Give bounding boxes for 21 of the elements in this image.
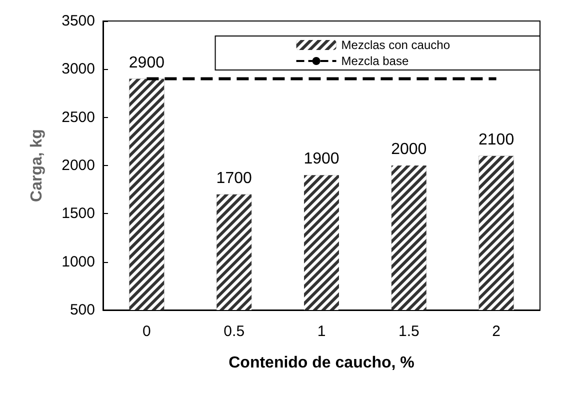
y-axis-title: Carga, kg — [28, 129, 46, 202]
x-tick-label: 0 — [142, 323, 151, 340]
y-tick-label: 1000 — [62, 253, 95, 270]
legend-label: Mezcla base — [341, 54, 409, 68]
y-tick-label: 3500 — [62, 12, 95, 30]
data-label: 1700 — [216, 170, 252, 187]
data-label: 2100 — [478, 131, 514, 148]
y-tick-label: 1500 — [62, 205, 95, 222]
x-tick-label: 0.5 — [224, 323, 245, 340]
x-tick-label: 2 — [492, 323, 500, 340]
y-tick-label: 3000 — [62, 60, 95, 78]
x-axis-title: Contenido de caucho, % — [228, 354, 414, 372]
x-tick-label: 1.5 — [398, 323, 420, 340]
y-tick-label: 2000 — [62, 157, 95, 174]
data-label: 1900 — [304, 150, 340, 168]
y-tick-label: 2500 — [62, 108, 95, 126]
x-tick-label: 1 — [317, 323, 326, 340]
legend-label: Mezclas con caucho — [341, 38, 450, 52]
data-label: 2000 — [391, 141, 427, 158]
data-label: 2900 — [128, 54, 165, 72]
y-tick-label: 500 — [70, 302, 95, 318]
